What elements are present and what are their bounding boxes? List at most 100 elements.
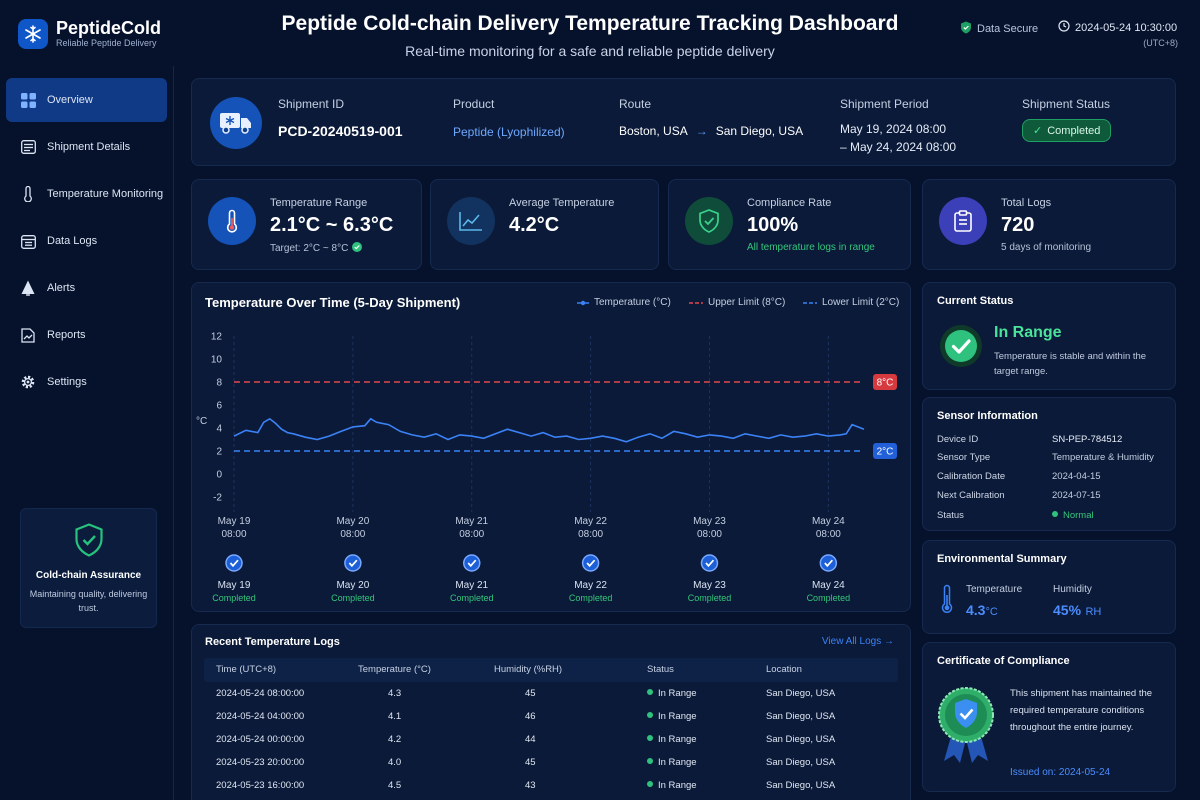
shipment-info-card: Shipment ID PCD-20240519-001 Product Pep… [191, 78, 1176, 166]
table-cell: 2024-05-24 00:00:00 [216, 734, 305, 745]
sensor-status-value: Normal [1052, 510, 1094, 521]
sidebar-item-shipment-details[interactable]: Shipment Details [6, 125, 167, 169]
table-cell: In Range [647, 734, 697, 745]
environment-title: Environmental Summary [937, 553, 1067, 565]
shipment-id-value: PCD-20240519-001 [278, 123, 403, 139]
kpi-title: Temperature Range [270, 197, 368, 209]
legend-upper-limit[interactable]: Upper Limit (8°C) [689, 297, 785, 308]
column-header[interactable]: Location [766, 664, 802, 675]
environment-temp-unit: °C [985, 606, 998, 618]
route-destination: San Diego, USA [715, 124, 804, 138]
assurance-title: Cold-chain Assurance [35, 570, 142, 581]
timeline-milestone[interactable]: May 24 Completed [807, 554, 851, 603]
sidebar-item-reports[interactable]: Reports [6, 313, 167, 357]
period-end: – May 24, 2024 08:00 [840, 140, 957, 154]
status-dot [647, 758, 653, 764]
table-row[interactable]: 2024-05-24 00:00:00 4.2 44 In Range San Dieg… [204, 728, 898, 751]
sidebar-item-label: Shipment Details [47, 141, 131, 153]
table-cell: 46 [525, 711, 536, 722]
check-icon [229, 559, 239, 568]
milestone-status: Completed [807, 593, 851, 603]
y-tick-label: 4 [216, 424, 222, 435]
milestone-status: Completed [212, 593, 256, 603]
x-tick-date: May 22 [574, 516, 607, 527]
y-tick-label: -2 [213, 493, 222, 504]
status-dot [647, 781, 653, 787]
current-datetime: 2024-05-24 10:30:00 [1075, 21, 1178, 34]
sensor-row-value: SN-PEP-784512 [1052, 434, 1123, 445]
column-header[interactable]: Humidity (%RH) [494, 664, 563, 675]
legend-temperature[interactable]: Temperature (°C) [577, 297, 671, 308]
legend-upper-limit-marker [689, 301, 703, 304]
sidebar-item-alerts[interactable]: Alerts [6, 266, 167, 310]
status-text: In Range [658, 734, 697, 745]
kpi-temperature-range: Temperature Range 2.1°C ~ 6.3°C Target: … [191, 179, 422, 270]
timeline-milestone[interactable]: May 19 Completed [212, 554, 256, 603]
status-dot [647, 712, 653, 718]
table-row[interactable]: 2024-05-24 08:00:00 4.3 45 In Range San Dieg… [204, 682, 898, 705]
x-tick-time: 08:00 [697, 529, 722, 540]
legend-lower-limit[interactable]: Lower Limit (2°C) [803, 297, 899, 308]
shipment-status-field: Shipment Status ✓ Completed [1022, 97, 1112, 142]
sidebar-item-data-logs[interactable]: Data Logs [6, 219, 167, 263]
gear-icon [20, 374, 36, 390]
sensor-row-value: 2024-04-15 [1052, 471, 1101, 482]
timeline-milestone[interactable]: May 23 Completed [688, 554, 732, 603]
chart-title: Temperature Over Time (5-Day Shipment) [205, 295, 461, 310]
timeline-milestone[interactable]: May 20 Completed [331, 554, 375, 603]
table-row[interactable]: 2024-05-24 04:00:00 4.1 46 In Range San Dieg… [204, 705, 898, 728]
kpi-compliance-rate: Compliance Rate 100% All temperature log… [668, 179, 911, 270]
shipment-period-field: Shipment Period May 19, 2024 08:00 – May… [840, 97, 956, 156]
route-label: Route [619, 97, 652, 111]
timeline-milestone[interactable]: May 21 Completed [450, 554, 494, 603]
status-dot [647, 735, 653, 741]
y-axis-label: °C [196, 416, 207, 427]
table-row[interactable]: 2024-05-23 20:00:00 4.0 45 In Range San Dieg… [204, 751, 898, 774]
current-status-state: In Range [994, 324, 1062, 341]
kpi-value: 100% [747, 214, 799, 236]
temperature-chart-plot: °C 8°C 2°C 12 10 8 6 4 2 0 -2 May 19 08:00 May 20 08… [196, 332, 897, 603]
table-cell: 2024-05-24 08:00:00 [216, 688, 305, 699]
brand[interactable]: PeptideCold Reliable Peptide Delivery [18, 14, 188, 54]
milestone-dot [225, 554, 243, 572]
clock: 2024-05-24 10:30:00 (UTC+8) [1058, 20, 1178, 48]
column-header[interactable]: Time (UTC+8) [216, 664, 277, 675]
product-value[interactable]: Peptide (Lyophilized) [453, 125, 565, 139]
sidebar-item-temperature-monitoring[interactable]: Temperature Monitoring [6, 172, 167, 216]
column-header[interactable]: Status [647, 664, 674, 675]
column-header[interactable]: Temperature (°C) [358, 664, 431, 675]
table-cell: San Diego, USA [766, 734, 836, 745]
environment-humidity-label: Humidity [1053, 584, 1092, 595]
timeline-milestone[interactable]: May 22 Completed [569, 554, 613, 603]
report-icon [20, 327, 36, 343]
current-status-text: Temperature is stable and within the tar… [994, 351, 1147, 377]
y-tick-label: 8 [216, 378, 222, 389]
sidebar-item-settings[interactable]: Settings [6, 360, 167, 404]
check-icon [705, 559, 715, 568]
table-cell: San Diego, USA [766, 688, 836, 699]
alert-icon [20, 280, 36, 296]
y-tick-label: 10 [211, 355, 223, 366]
sensor-info-card: Sensor Information Device ID SN-PEP-78451… [922, 397, 1176, 531]
kpi-subtitle: All temperature logs in range [747, 242, 875, 253]
check-icon: ✓ [1033, 125, 1043, 137]
table-row[interactable]: 2024-05-23 16:00:00 4.5 43 In Range San Dieg… [204, 774, 898, 797]
current-status-title: Current Status [937, 295, 1014, 307]
status-text: In Range [658, 688, 697, 699]
kpi-title: Total Logs [1001, 197, 1052, 209]
shield-icon [960, 21, 972, 37]
view-all-logs-link[interactable]: View All Logs → [821, 636, 894, 647]
table-cell: 43 [525, 780, 536, 791]
status-text: In Range [658, 711, 697, 722]
milestone-dot [344, 554, 362, 572]
status-label: Shipment Status [1022, 97, 1111, 111]
sidebar-item-overview[interactable]: Overview [6, 78, 167, 122]
x-tick-date: May 23 [693, 516, 726, 527]
route-origin: Boston, USA [619, 124, 688, 138]
check-circle-icon [352, 242, 363, 255]
sensor-row-value: 2024-07-15 [1052, 490, 1101, 501]
sensor-row-value: Temperature & Humidity [1052, 452, 1154, 463]
kpi-average-temperature: Average Temperature 4.2°C [430, 179, 659, 270]
sidebar-item-label: Settings [47, 376, 87, 388]
check-circle-icon [939, 324, 983, 373]
